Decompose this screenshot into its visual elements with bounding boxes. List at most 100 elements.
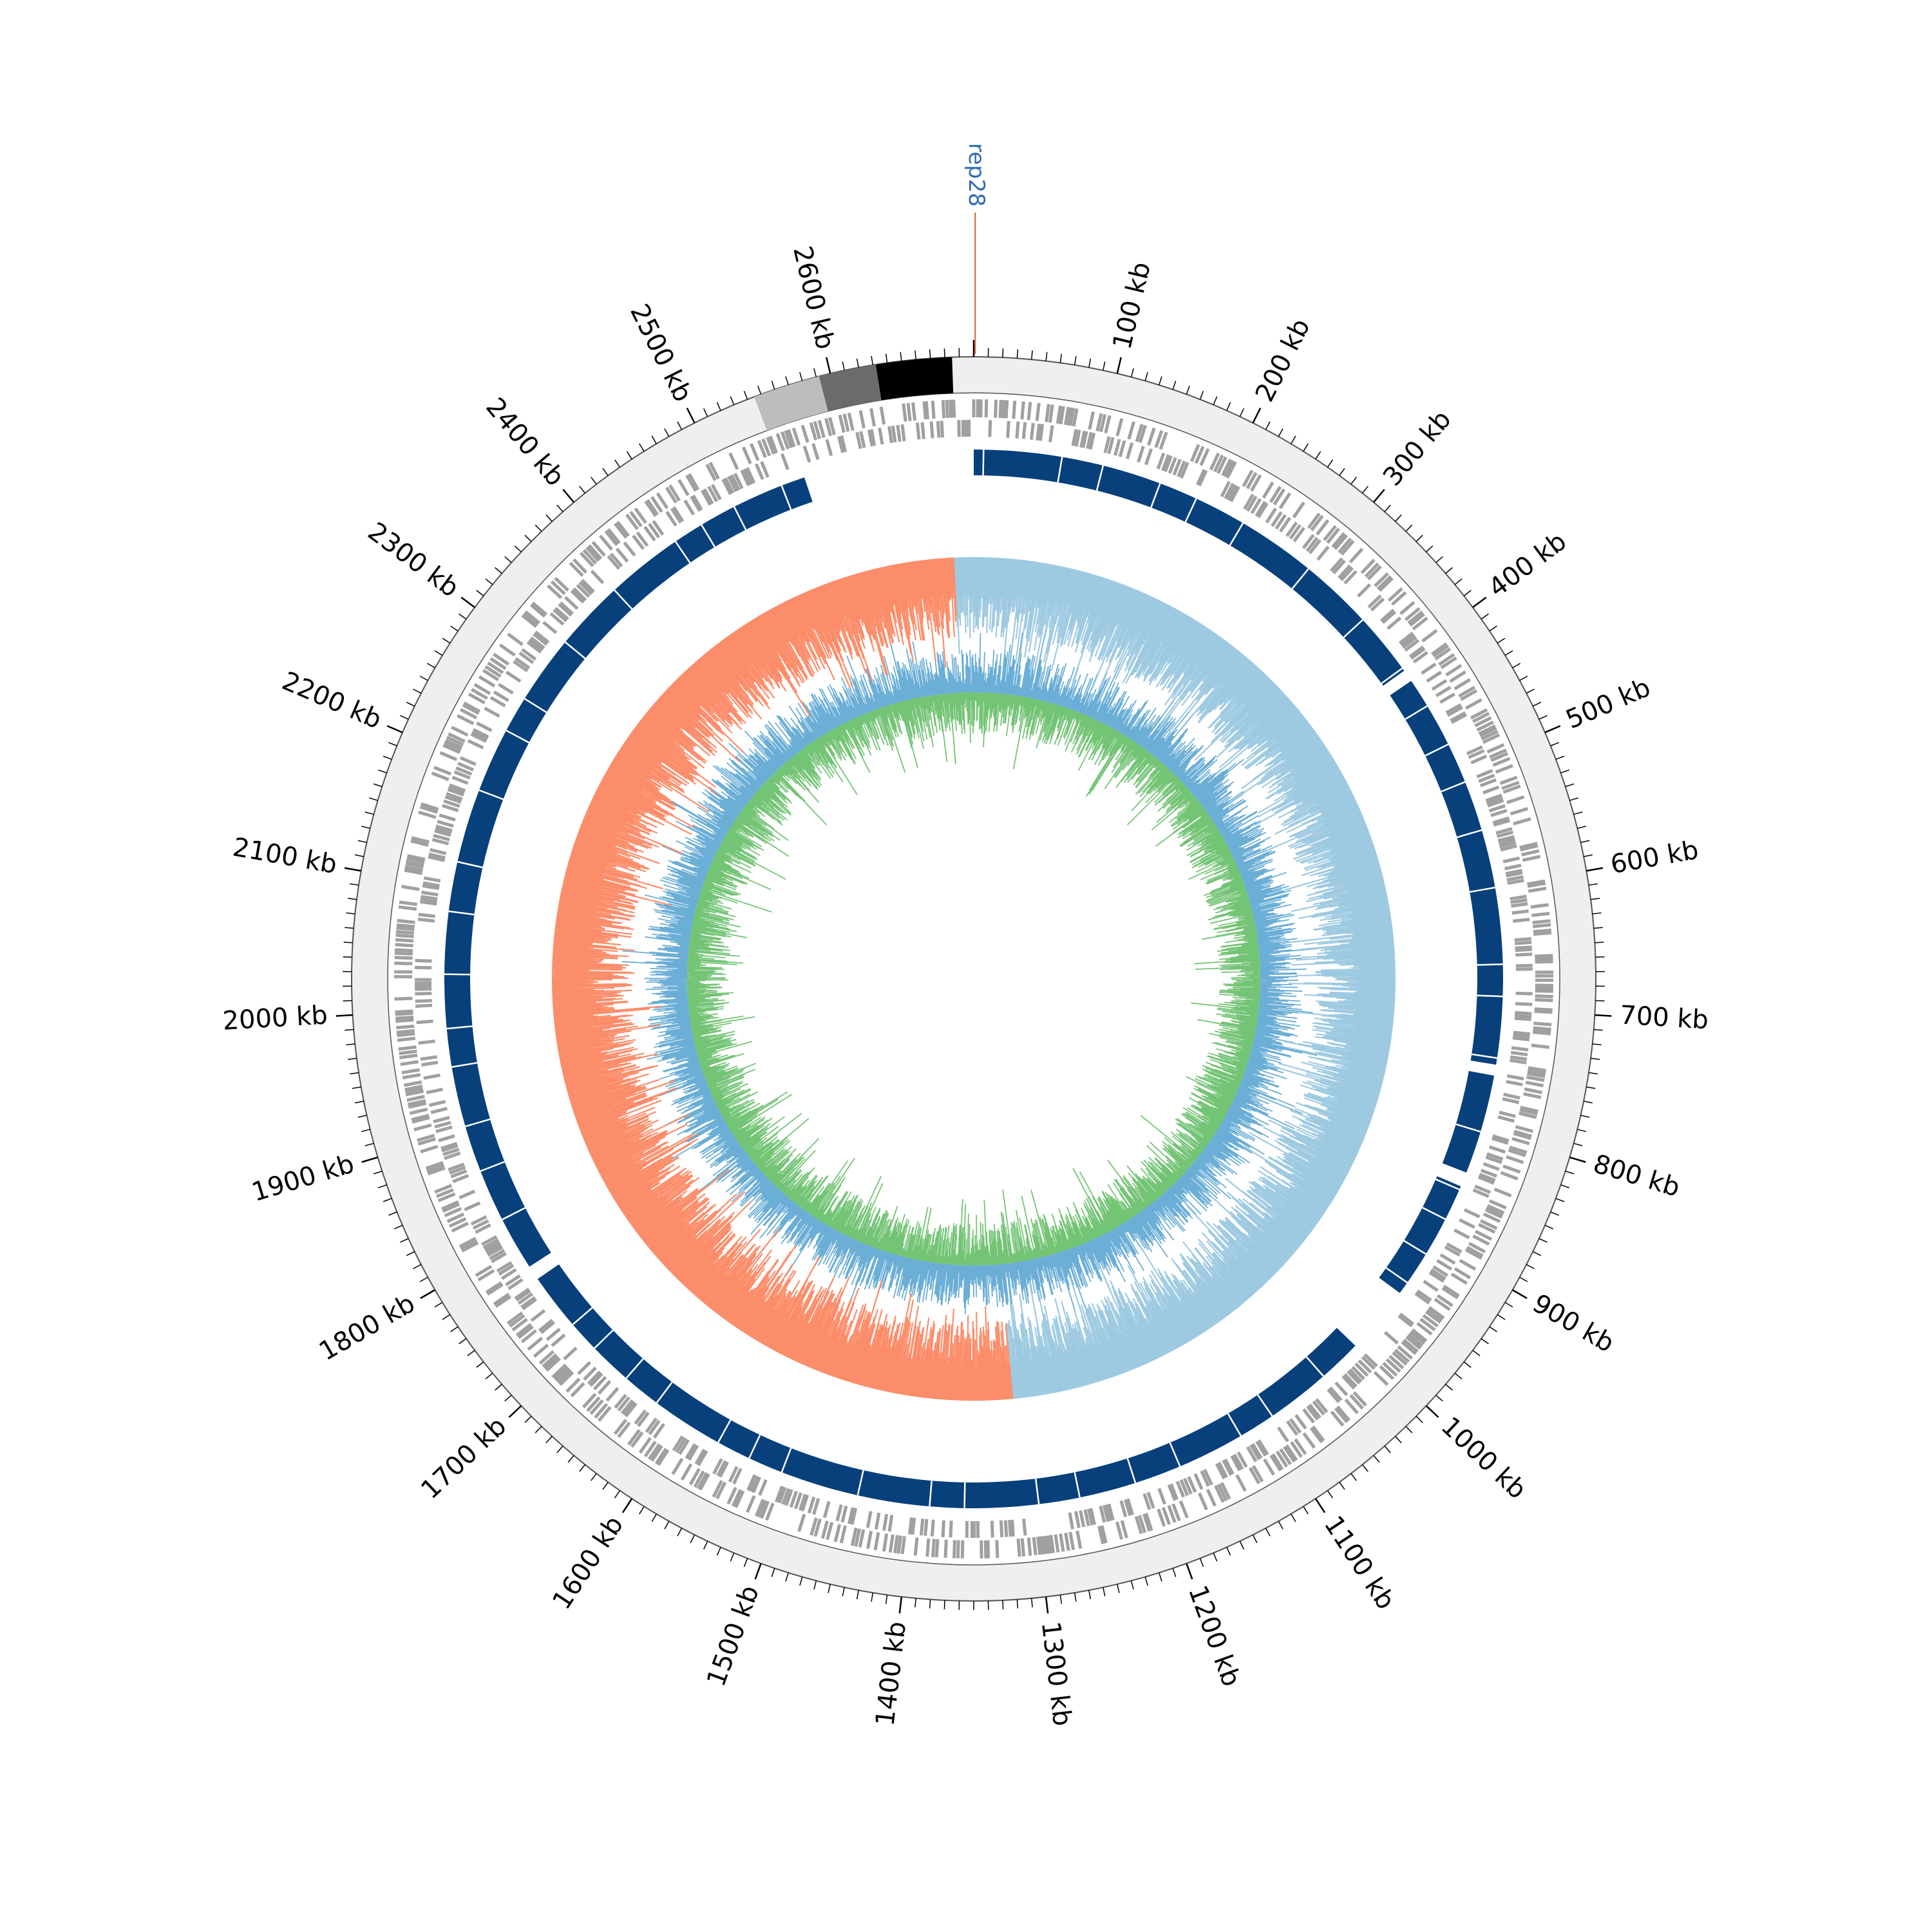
minor-tick (1569, 797, 1579, 801)
minor-tick (885, 354, 888, 363)
minor-tick (730, 1553, 735, 1562)
block-separators (444, 450, 1503, 1508)
minor-tick (1159, 1572, 1162, 1582)
minor-tick (467, 1350, 475, 1356)
minor-tick (1595, 942, 1604, 943)
minor-tick (842, 361, 845, 371)
minor-tick (567, 1455, 574, 1463)
minor-tick (1519, 1276, 1528, 1282)
minor-tick (1327, 459, 1334, 468)
minor-tick (1497, 1314, 1506, 1320)
minor-tick (535, 1426, 542, 1434)
minor-tick (476, 590, 484, 596)
annotation-label: rep28 (963, 143, 989, 207)
minor-tick (1239, 408, 1245, 417)
feature-block-3 (1379, 1176, 1461, 1293)
minor-tick (1144, 1577, 1148, 1586)
tick-label-1300kb: 1300 kb (1036, 1620, 1077, 1727)
minor-tick (1350, 477, 1357, 485)
major-tick (562, 489, 575, 503)
minor-tick (1226, 402, 1231, 411)
outer-band (352, 357, 1596, 1601)
tick-label-2100kb: 2100 kb (231, 833, 339, 880)
minor-tick (1526, 688, 1535, 694)
minor-tick (591, 1473, 597, 1481)
major-tick (1425, 1405, 1439, 1418)
minor-tick (459, 613, 467, 620)
minor-tick (406, 1251, 415, 1256)
minor-tick (419, 676, 428, 681)
minor-tick (1103, 1587, 1106, 1596)
major-tick (1116, 357, 1122, 374)
minor-tick (703, 1540, 708, 1550)
minor-tick (579, 486, 586, 494)
minor-tick (350, 883, 359, 886)
minor-tick (1130, 368, 1134, 377)
minor-tick (771, 1567, 775, 1577)
minor-tick (1497, 638, 1506, 644)
minor-tick (1454, 578, 1463, 585)
minor-tick (1573, 1142, 1583, 1146)
minor-tick (535, 524, 542, 532)
minor-tick (1577, 826, 1587, 829)
minor-tick (1016, 349, 1019, 359)
minor-tick (914, 1598, 916, 1607)
gc-content-high (621, 631, 1318, 1329)
minor-tick (1315, 451, 1321, 460)
minor-tick (388, 742, 397, 746)
minor-tick (400, 1238, 409, 1243)
minor-tick (1584, 854, 1593, 857)
minor-tick (1584, 1101, 1593, 1104)
tick-label-1900kb: 1900 kb (249, 1149, 357, 1208)
minor-tick (591, 477, 597, 485)
minor-tick (556, 1445, 564, 1454)
minor-tick (1489, 625, 1497, 632)
tick-label-500kb: 500 kb (1562, 672, 1655, 735)
minor-tick (743, 1558, 748, 1567)
minor-tick (1565, 1170, 1575, 1175)
minor-tick (1395, 1435, 1402, 1444)
minor-tick (856, 358, 859, 368)
minor-tick (785, 1572, 789, 1582)
minor-tick (378, 1184, 387, 1189)
minor-tick (1588, 883, 1598, 886)
minor-tick (365, 1142, 374, 1146)
minor-tick (1512, 663, 1521, 668)
minor-tick (345, 927, 354, 929)
minor-tick (450, 1326, 459, 1332)
minor-tick (1550, 1211, 1559, 1216)
minor-tick (400, 715, 409, 720)
tick-label-1100kb: 1100 kb (1318, 1511, 1401, 1615)
minor-tick (579, 1464, 586, 1472)
minor-tick (1405, 524, 1413, 532)
minor-tick (842, 1587, 845, 1596)
band-segment-1 (819, 365, 882, 412)
minor-tick (1373, 1455, 1380, 1463)
tick-label-600kb: 600 kb (1608, 835, 1701, 880)
minor-tick (476, 1361, 484, 1368)
minor-tick (1405, 1426, 1413, 1434)
minor-tick (504, 1394, 512, 1402)
minor-tick (1539, 1238, 1548, 1243)
tick-label-1800kb: 1800 kb (314, 1289, 420, 1367)
minor-tick (614, 1490, 621, 1499)
minor-tick (545, 1435, 553, 1444)
tick-label-2600kb: 2600 kb (787, 243, 840, 352)
minor-tick (1445, 1383, 1453, 1391)
band-segment-0 (754, 376, 828, 431)
minor-tick (1339, 1482, 1345, 1490)
minor-tick (813, 368, 817, 377)
minor-tick (1303, 443, 1309, 452)
minor-tick (1384, 1445, 1391, 1454)
minor-tick (1445, 567, 1453, 574)
minor-tick (556, 504, 564, 513)
minor-tick (413, 1264, 422, 1269)
minor-tick (347, 1057, 357, 1060)
minor-tick (1088, 358, 1092, 368)
minor-tick (388, 1211, 397, 1216)
gc-content-low (687, 692, 1261, 1266)
tick-label-200kb: 200 kb (1250, 314, 1316, 407)
major-tick (1472, 596, 1487, 609)
minor-tick (1426, 545, 1434, 553)
minor-tick (1580, 1115, 1590, 1118)
